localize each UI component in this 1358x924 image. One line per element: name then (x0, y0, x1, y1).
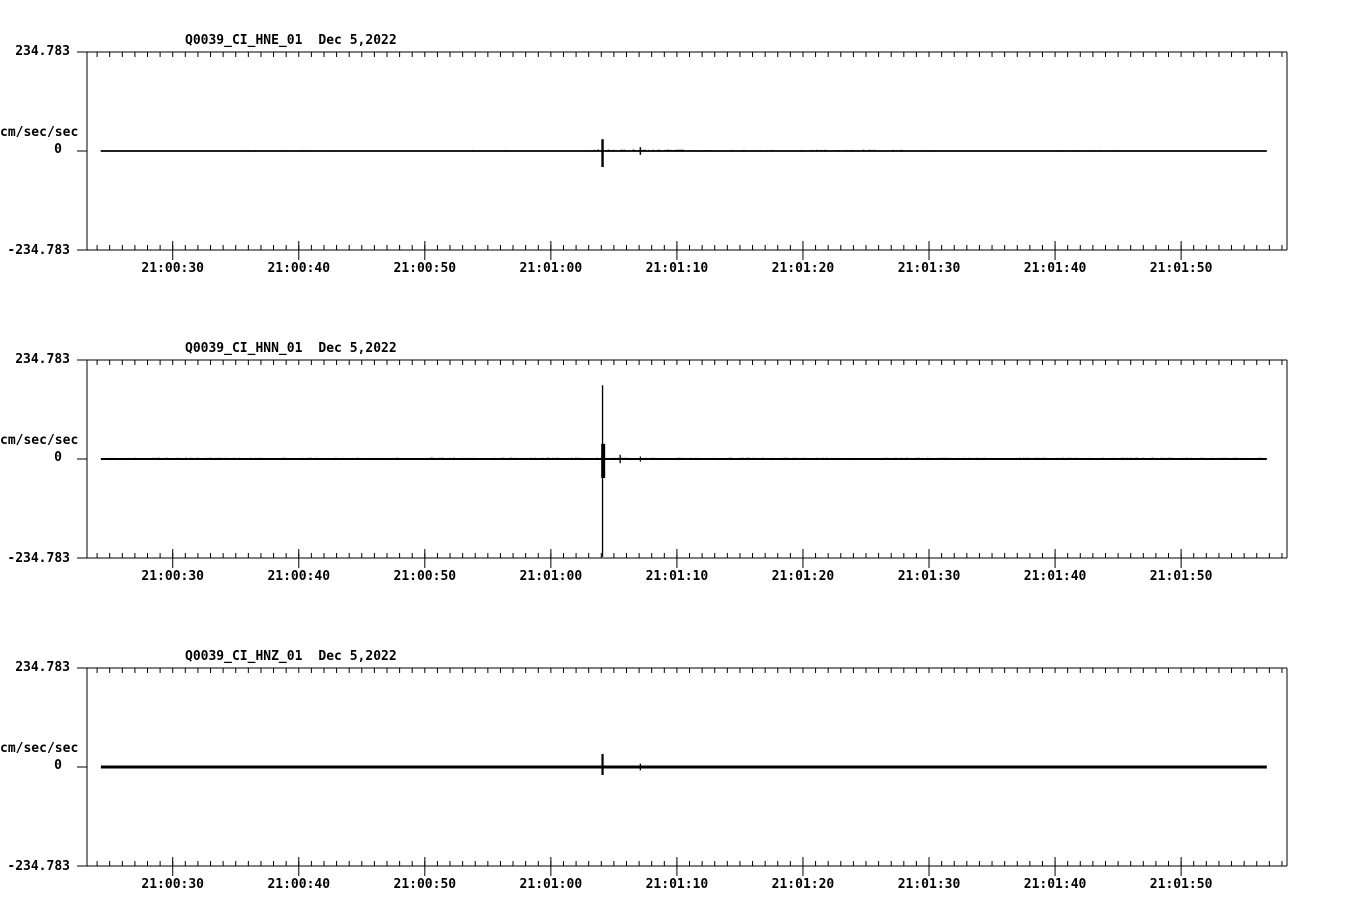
y-axis-unit-label: cm/sec/sec (0, 125, 79, 140)
y-axis-min-label: -234.783 (7, 243, 70, 258)
station-channel-label: Q0039_CI_HNE_01 (185, 33, 303, 48)
waveform-plot-hne (77, 51, 1288, 260)
date-label: Dec 5,2022 (318, 33, 397, 48)
y-axis-zero-label: 0 (54, 758, 62, 773)
panel-title: Q0039_CI_HNN_01 Dec 5,2022 (185, 341, 397, 356)
y-axis-zero-label: 0 (54, 450, 62, 465)
y-axis-max-label: 234.783 (15, 44, 70, 59)
seismogram-panel-hnn: Q0039_CI_HNN_01 Dec 5,2022 234.783 cm/sec… (0, 308, 1358, 616)
station-channel-label: Q0039_CI_HNZ_01 (185, 649, 303, 664)
y-axis-min-label: -234.783 (7, 859, 70, 874)
waveform-plot-hnn (77, 359, 1288, 568)
waveform-plot-hnz (77, 667, 1288, 876)
date-label: Dec 5,2022 (318, 341, 397, 356)
y-axis-unit-label: cm/sec/sec (0, 433, 79, 448)
panel-title: Q0039_CI_HNE_01 Dec 5,2022 (185, 33, 397, 48)
y-axis-zero-label: 0 (54, 142, 62, 157)
seismogram-panel-hne: Q0039_CI_HNE_01 Dec 5,2022 234.783 cm/sec… (0, 0, 1358, 308)
panel-title: Q0039_CI_HNZ_01 Dec 5,2022 (185, 649, 397, 664)
date-label: Dec 5,2022 (318, 649, 397, 664)
y-axis-unit-label: cm/sec/sec (0, 741, 79, 756)
station-channel-label: Q0039_CI_HNN_01 (185, 341, 303, 356)
y-axis-max-label: 234.783 (15, 660, 70, 675)
seismogram-panel-hnz: Q0039_CI_HNZ_01 Dec 5,2022 234.783 cm/sec… (0, 616, 1358, 924)
y-axis-min-label: -234.783 (7, 551, 70, 566)
y-axis-max-label: 234.783 (15, 352, 70, 367)
